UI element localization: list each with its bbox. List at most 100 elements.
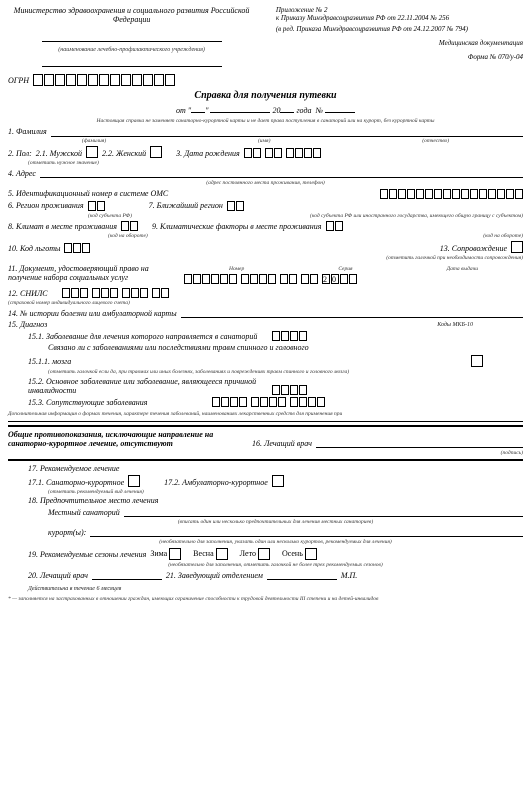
addinfo: Дополнительная информация о формах течен… [8, 411, 523, 417]
app2: к Приказу Минздравсоцразвития РФ от 22.1… [276, 14, 523, 22]
lg-boxes[interactable] [64, 243, 90, 253]
f21: 21. Заведующий отделением [166, 571, 263, 580]
mkb3b[interactable] [251, 397, 286, 407]
f18b: курорт(ы): [48, 528, 86, 537]
f13: 13. Сопровождение [440, 244, 507, 253]
f18: 18. Предпочтительное место лечения [28, 496, 523, 505]
contra: Общие противопоказания, исключающие напр… [8, 430, 248, 448]
dob-boxes2[interactable] [265, 148, 282, 158]
f11-nom: Номер [229, 266, 244, 272]
f1511: 15.1.1. мозга [28, 357, 71, 366]
f19sub: (необязательно для заполнения, отметить … [28, 562, 523, 568]
sign1: (подпись) [8, 450, 523, 456]
docform1: Медицинская документация [276, 39, 523, 47]
s-o-box[interactable] [305, 548, 317, 560]
docnum-boxes[interactable] [184, 274, 237, 284]
sex-m: 2.1. Мужской [36, 149, 82, 158]
f18a: Местный санаторий [48, 508, 120, 517]
f7: 7. Ближайший регион [149, 201, 223, 210]
footer1: Действительна в течение 6 месяцев [28, 586, 523, 593]
f10: 10. Код льготы [8, 244, 60, 253]
oms-boxes[interactable] [380, 189, 523, 199]
f13-box[interactable] [511, 241, 523, 253]
s-o: Осень [282, 549, 303, 558]
docdate-boxes[interactable] [280, 274, 297, 284]
f8sub2: (код на обороте) [483, 233, 523, 239]
dob-boxes[interactable] [244, 148, 261, 158]
s-z-box[interactable] [169, 548, 181, 560]
f11: 11. Документ, удостоверяющий право на по… [8, 264, 178, 282]
f15mk: Коды МКБ-10 [437, 322, 473, 329]
intro: Настоящая справка не заменяет санаторно-… [8, 118, 523, 124]
region-boxes[interactable] [88, 201, 105, 211]
f13sub: (отметить галочкой при необходимости соп… [8, 255, 523, 261]
f153: 15.3. Сопутствующие заболевания [28, 398, 208, 407]
docform2: Форма № 070/у-04 [276, 53, 523, 61]
f6: 6. Регион проживания [8, 201, 84, 210]
f151: 15.1. Заболевание для лечения которого н… [28, 332, 268, 341]
mp: М.П. [341, 571, 357, 580]
sex-f: 2.2. Женский [102, 149, 146, 158]
f5: 5. Идентификационный номер в системе ОМС [8, 189, 168, 198]
f6subl: (код субъекта РФ) [88, 213, 132, 219]
f12: 12. СНИЛС [8, 289, 48, 298]
header: Министерство здравоохранения и социально… [8, 6, 523, 70]
s-v: Весна [193, 549, 213, 558]
ministry: Министерство здравоохранения и социально… [8, 6, 255, 24]
f18bsub: (необязательно для заполнения, указать о… [28, 539, 523, 545]
f171l-box[interactable] [128, 475, 140, 487]
f1511-box[interactable] [471, 355, 483, 367]
mkb3a[interactable] [212, 397, 247, 407]
f16: 16. Лечащий врач [252, 439, 312, 448]
f8sub: (код на обороте) [108, 233, 148, 239]
sex-f-box[interactable] [150, 146, 162, 158]
f2-lbl: 2. Пол: [8, 149, 32, 158]
f171r-box[interactable] [272, 475, 284, 487]
f6subr: (код субъекта РФ или иностранного госуда… [310, 213, 523, 219]
ogrn-label: ОГРН [8, 76, 29, 85]
f11-ser: Серия [338, 266, 352, 272]
near-region-boxes[interactable] [227, 201, 244, 211]
title: Справка для получения путевки [8, 90, 523, 102]
dob-boxes3[interactable] [286, 148, 321, 158]
app3: (в ред. Приказа Минздравсоцразвития РФ о… [276, 25, 523, 33]
snils-boxes[interactable] [62, 288, 169, 298]
mkb2[interactable] [272, 385, 307, 395]
f18asub: (вписать один или несколько предпочтител… [28, 519, 523, 525]
s-l: Лето [240, 549, 256, 558]
f1511sub: (отметить галочкой если да, при травмах … [48, 369, 523, 375]
inst-sub: (наименование лечебно-профилактического … [8, 47, 255, 54]
f1-lbl: 1. Фамилия [8, 127, 47, 136]
f4: 4. Адрес [8, 169, 36, 178]
mkb3c[interactable] [290, 397, 325, 407]
famsub: (фамилия) [82, 138, 106, 144]
sex-m-box[interactable] [86, 146, 98, 158]
f20: 20. Лечащий врач [28, 571, 88, 580]
ogrn-boxes[interactable] [33, 74, 175, 86]
f19: 19. Рекомендуемые сезоны лечения [28, 550, 146, 559]
f17: 17. Рекомендуемое лечение [28, 464, 523, 473]
f2sub: (отметить нужное значение) [28, 160, 523, 166]
climfact-boxes[interactable] [326, 221, 343, 231]
f151b: Связано ли с заболеваниями или последств… [48, 343, 523, 352]
f15: 15. Диагноз [8, 320, 47, 329]
f14: 14. № истории болезни или амбулаторной к… [8, 309, 177, 318]
f8: 8. Климат в месте проживания [8, 222, 117, 231]
f152: 15.2. Основное заболевание или заболеван… [28, 377, 268, 395]
dob-lbl: 3. Дата рождения [176, 149, 240, 158]
f171l: 17.1. Санаторно-курортное [28, 478, 124, 487]
otchsub: (отчество) [422, 138, 449, 144]
mkb1[interactable] [272, 331, 307, 341]
docser-boxes[interactable] [241, 274, 276, 284]
f12sub: (страховой номер индивидуального лицевог… [8, 300, 523, 306]
f171r: 17.2. Амбулаторно-курортное [164, 478, 268, 487]
app1: Приложение № 2 [276, 6, 523, 14]
f9: 9. Климатические факторы в месте прожива… [152, 222, 322, 231]
f11-dat: Дата выдачи [447, 266, 478, 272]
s-v-box[interactable] [216, 548, 228, 560]
dateline: от "" 20 года № [8, 103, 523, 115]
climate-boxes[interactable] [121, 221, 138, 231]
footer2: * — заполняется на застрахованных в отно… [8, 596, 523, 602]
namesub: (имя) [258, 138, 270, 144]
s-l-box[interactable] [258, 548, 270, 560]
